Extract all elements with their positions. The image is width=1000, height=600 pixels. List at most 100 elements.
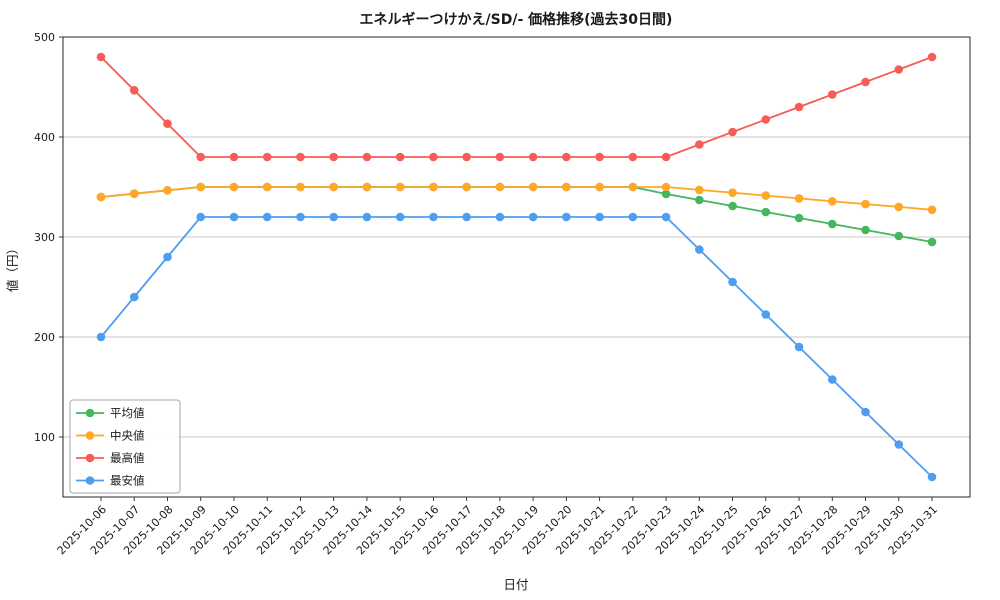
legend-label: 中央値 — [110, 429, 145, 443]
data-point — [96, 192, 106, 202]
data-point — [728, 188, 737, 197]
data-point — [462, 152, 471, 162]
data-point — [861, 199, 870, 209]
legend-marker — [85, 453, 95, 463]
data-point — [329, 212, 338, 222]
data-point — [429, 182, 438, 192]
data-point — [528, 182, 538, 192]
data-point — [827, 90, 837, 99]
data-point — [296, 182, 305, 192]
data-point — [894, 202, 904, 212]
series-line-max — [100, 56, 933, 158]
data-point — [562, 182, 571, 192]
series-median — [96, 182, 937, 215]
data-point — [927, 52, 937, 62]
data-point — [495, 182, 505, 192]
data-point — [794, 194, 804, 203]
data-point — [262, 212, 272, 222]
series-min — [96, 212, 937, 482]
data-point — [595, 152, 604, 162]
data-point — [395, 182, 405, 192]
data-point — [528, 212, 538, 222]
series-lines — [96, 52, 937, 482]
data-point — [96, 52, 106, 62]
data-point — [462, 182, 471, 192]
data-point — [861, 407, 870, 417]
data-point — [462, 212, 471, 222]
legend-box — [69, 399, 181, 494]
data-point — [661, 189, 671, 199]
data-point — [395, 152, 405, 162]
series-line-mean — [100, 186, 933, 243]
data-point — [728, 127, 737, 137]
data-point — [429, 152, 438, 162]
data-point — [695, 195, 704, 205]
data-point — [761, 115, 771, 124]
data-point — [894, 440, 904, 449]
data-point — [196, 182, 206, 192]
data-point — [229, 152, 239, 162]
data-point — [728, 201, 737, 211]
data-point — [262, 152, 272, 162]
data-point — [927, 472, 937, 482]
data-point — [927, 237, 937, 247]
y-tick-label: 100 — [34, 431, 55, 444]
legend-item-min: 最安値 — [76, 474, 145, 488]
series-line-median — [100, 186, 933, 211]
data-point — [196, 152, 206, 162]
data-point — [794, 342, 804, 352]
data-point — [894, 65, 904, 74]
y-axis-label: 値（円） — [5, 242, 20, 292]
data-point — [229, 212, 239, 222]
data-point — [495, 152, 505, 162]
legend-label: 最安値 — [110, 474, 145, 488]
data-point — [695, 245, 704, 254]
legend-marker — [85, 408, 95, 418]
data-point — [329, 182, 338, 192]
series-max — [96, 52, 937, 162]
data-point — [163, 186, 172, 195]
data-point — [562, 212, 571, 222]
y-tick-label: 300 — [34, 231, 55, 244]
data-point — [528, 152, 538, 162]
legend-marker — [85, 476, 95, 485]
data-point — [595, 212, 604, 222]
data-point — [794, 102, 804, 112]
y-tick-label: 200 — [34, 331, 55, 344]
series-line-min — [100, 216, 933, 478]
data-point — [661, 182, 671, 192]
x-axis-label: 日付 — [503, 577, 528, 592]
data-point — [628, 212, 638, 222]
legend-label: 最高値 — [110, 451, 145, 465]
data-point — [562, 152, 571, 162]
data-point — [429, 212, 438, 222]
legend-label: 平均値 — [110, 406, 145, 420]
data-point — [827, 197, 837, 206]
data-point — [827, 375, 837, 384]
chart-title: エネルギーつけかえ/SD/- 価格推移(過去30日間) — [360, 11, 673, 28]
data-point — [296, 212, 305, 222]
data-point — [163, 119, 172, 128]
data-point — [196, 212, 206, 222]
data-point — [96, 332, 106, 342]
data-point — [861, 77, 870, 87]
data-point — [595, 182, 604, 192]
data-point — [661, 152, 671, 162]
data-point — [163, 252, 172, 262]
data-point — [794, 213, 804, 223]
data-point — [628, 182, 638, 192]
data-point — [495, 212, 505, 222]
data-point — [229, 182, 239, 192]
data-point — [761, 207, 771, 217]
data-point — [661, 212, 671, 222]
data-point — [894, 231, 904, 241]
data-point — [695, 185, 704, 195]
data-point — [728, 277, 737, 287]
data-point — [827, 219, 837, 229]
data-point — [927, 205, 937, 215]
data-point — [362, 182, 372, 192]
data-point — [395, 212, 405, 222]
